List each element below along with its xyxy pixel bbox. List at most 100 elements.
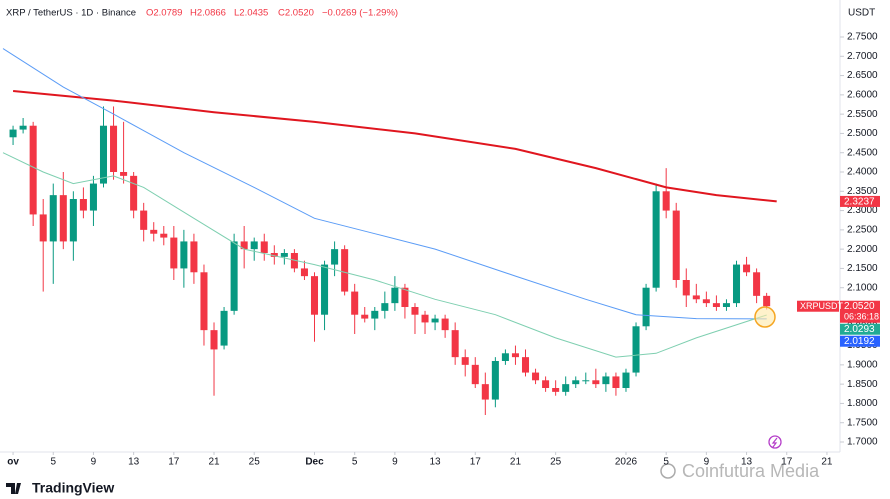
candle-body	[290, 253, 298, 269]
candle-body	[29, 125, 37, 215]
candle-body	[160, 233, 168, 238]
candle-body	[310, 276, 319, 315]
symbol-label: XRPUSDT	[800, 301, 844, 311]
candle-body	[421, 314, 429, 323]
y-tick-label: 1.8500	[847, 379, 878, 390]
y-tick-label: 1.8000	[847, 398, 878, 409]
x-tick-label: 13	[741, 457, 753, 468]
price-label-box	[840, 195, 880, 207]
price-label: 2.3237	[844, 196, 875, 207]
candle-body	[481, 384, 489, 400]
candle-body	[602, 376, 610, 385]
candle-body	[79, 199, 87, 211]
candle-body	[461, 357, 469, 365]
x-tick-label: 2026	[615, 457, 638, 468]
candle-body	[260, 241, 268, 253]
candle-body	[230, 241, 238, 311]
candle-body	[49, 195, 57, 242]
y-tick-label: 1.9000	[847, 359, 878, 370]
candle-body	[59, 195, 67, 242]
event-icon[interactable]	[768, 435, 782, 449]
y-tick-label: 2.5000	[847, 128, 878, 139]
y-tick-label: 2.4500	[847, 147, 878, 158]
y-tick-label: 1.7000	[847, 437, 878, 448]
candle-body	[542, 380, 550, 388]
candle-body	[381, 303, 389, 311]
candle-body	[622, 372, 630, 388]
x-tick-label: 25	[249, 457, 261, 468]
x-tick-label: 9	[704, 457, 710, 468]
candle-body	[532, 372, 540, 381]
candle-body	[582, 380, 590, 382]
price-label-box	[840, 335, 880, 347]
x-tick-label: 25	[550, 457, 562, 468]
price-label: 2.0192	[844, 336, 875, 347]
brand: TradingView	[32, 480, 114, 496]
candle-body	[99, 125, 108, 184]
candle-body	[753, 272, 761, 296]
currency: USDT	[848, 8, 875, 19]
x-tick-label: 17	[168, 457, 180, 468]
logo-icon	[6, 483, 28, 494]
candle-body	[511, 353, 519, 358]
candle-body	[19, 125, 27, 130]
high: H2.0866	[190, 8, 226, 19]
candle-body	[692, 295, 700, 300]
candle-body	[471, 364, 479, 385]
candle-body	[612, 376, 620, 388]
candle-body	[712, 303, 720, 307]
price-label: 2.0520	[844, 301, 875, 312]
candle-body	[451, 330, 459, 358]
moving-average	[2, 152, 767, 358]
candle-body	[331, 249, 339, 265]
candle-body	[270, 253, 278, 257]
candle-body	[220, 310, 228, 346]
x-tick-label: 17	[470, 457, 482, 468]
candle-body	[110, 125, 118, 172]
symbol: XRP / TetherUS · 1D · Binance	[6, 8, 136, 19]
x-tick-label: ov	[7, 457, 19, 468]
moving-average	[13, 90, 777, 203]
candle-body	[572, 380, 580, 385]
candle-body	[321, 264, 329, 315]
candle-body	[280, 253, 288, 257]
candle-body	[632, 326, 640, 373]
candle-body	[682, 280, 690, 296]
y-tick-label: 2.7000	[847, 51, 878, 62]
x-tick-label: 13	[430, 457, 442, 468]
x-tick-label: 5	[352, 457, 358, 468]
candle-body	[69, 199, 77, 242]
x-tick-label: 9	[392, 457, 398, 468]
candle-body	[89, 183, 97, 211]
y-tick-label: 2.4000	[847, 167, 878, 178]
candle-body	[130, 175, 138, 211]
candle-body	[240, 241, 248, 250]
candle-body	[250, 241, 258, 250]
candle-body	[210, 330, 218, 350]
y-tick-label: 2.3000	[847, 205, 878, 216]
candle-body	[341, 249, 349, 292]
close: C2.0520	[278, 8, 314, 19]
symbol-box	[797, 300, 839, 312]
candle-body	[401, 287, 409, 307]
candle-body	[592, 380, 600, 385]
y-tick-label: 2.1000	[847, 282, 878, 293]
candle-body	[562, 384, 570, 392]
candle-body	[552, 388, 560, 392]
candle-body	[501, 353, 509, 361]
candle-body	[150, 229, 158, 234]
candle-body	[662, 191, 670, 211]
event-icon-bolt	[771, 437, 778, 448]
y-tick-label: 2.6000	[847, 89, 878, 100]
candle-body	[200, 272, 208, 331]
x-tick-label: 5	[663, 457, 669, 468]
watermark-icon	[660, 463, 676, 479]
candle-body	[652, 191, 660, 288]
candle-body	[190, 241, 198, 273]
price-label-box	[840, 300, 880, 323]
x-tick-label: Dec	[305, 457, 324, 468]
candle-body	[702, 299, 710, 304]
highlight-circle	[754, 306, 776, 328]
candle-body	[140, 210, 148, 230]
